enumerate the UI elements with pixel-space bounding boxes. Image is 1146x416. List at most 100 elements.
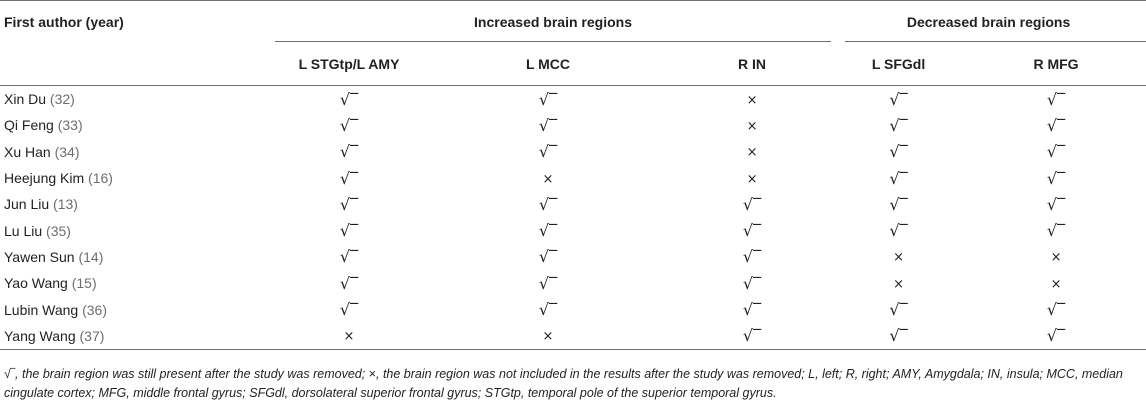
cross-icon: ×	[746, 145, 758, 161]
table-body: Xin Du (32) √‾ √‾ × √‾ √‾ Qi Feng (33) √‾ √‾ × √‾ √…	[0, 86, 1146, 350]
author-reference: (15)	[71, 275, 97, 292]
check-icon: √‾	[889, 142, 908, 162]
check-mark-cell: √‾	[423, 270, 673, 296]
author-cell: Yang Wang (37)	[0, 322, 275, 350]
increased-regions-label: Increased brain regions	[474, 13, 632, 30]
check-icon: √‾	[1046, 142, 1066, 162]
check-icon: √‾	[339, 194, 359, 214]
check-mark-cell: √‾	[831, 86, 966, 113]
check-icon: √‾	[538, 300, 558, 320]
author-name: Yao Wang	[4, 275, 68, 292]
check-mark-cell: √‾	[275, 217, 423, 243]
check-icon: √‾	[742, 247, 762, 267]
check-icon: √‾	[742, 221, 762, 241]
cross-icon: ×	[1050, 276, 1062, 292]
footnote-check-symbol: √‾	[4, 367, 16, 381]
check-mark-cell: √‾	[673, 296, 831, 322]
check-icon: √‾	[538, 247, 558, 267]
check-mark-cell: √‾	[423, 86, 673, 113]
increased-regions-header: Increased brain regions	[275, 1, 832, 42]
check-mark-cell: √‾	[673, 270, 831, 296]
check-mark-cell: √‾	[966, 296, 1146, 322]
check-icon: √‾	[538, 89, 558, 109]
check-icon: √‾	[889, 89, 908, 109]
check-mark-cell: √‾	[423, 296, 673, 322]
author-name: Yang Wang	[4, 327, 76, 344]
footnote-text-2: , the brain region was not included in t…	[4, 367, 1123, 400]
author-cell: Lubin Wang (36)	[0, 296, 275, 322]
check-mark-cell: √‾	[966, 165, 1146, 191]
check-icon: √‾	[742, 326, 762, 346]
check-icon: √‾	[339, 168, 359, 188]
check-icon: √‾	[889, 194, 908, 214]
table-row: Heejung Kim (16) √‾ × × √‾ √‾	[0, 165, 1146, 191]
results-table: First author (year) Increased brain regi…	[0, 0, 1146, 350]
check-mark-cell: √‾	[966, 86, 1146, 113]
column-header: L SFGdl	[871, 55, 926, 72]
check-mark-cell: √‾	[423, 244, 673, 270]
cross-icon: ×	[746, 171, 758, 187]
check-mark-cell: √‾	[673, 244, 831, 270]
column-header: R MFG	[1033, 55, 1079, 72]
check-icon: √‾	[1046, 300, 1066, 320]
check-mark-cell: √‾	[275, 270, 423, 296]
check-mark-cell: √‾	[966, 322, 1146, 350]
check-icon: √‾	[538, 142, 558, 162]
author-cell: Xu Han (34)	[0, 139, 275, 165]
author-reference: (14)	[78, 248, 104, 265]
table-row: Xin Du (32) √‾ √‾ × √‾ √‾	[0, 86, 1146, 113]
cross-icon: ×	[893, 250, 904, 266]
check-mark-cell: √‾	[673, 191, 831, 217]
check-mark-cell: √‾	[831, 217, 966, 243]
footnote-cross-symbol: ×	[368, 367, 376, 381]
check-icon: √‾	[742, 300, 762, 320]
column-header: L MCC	[525, 55, 571, 72]
increased-divider	[275, 41, 832, 42]
empty-header-cell	[0, 42, 275, 86]
table-footnote: √‾, the brain region was still present a…	[4, 365, 1140, 403]
check-icon: √‾	[889, 168, 908, 188]
check-mark-cell: √‾	[275, 86, 423, 113]
author-reference: (36)	[82, 301, 107, 318]
check-mark-cell: √‾	[673, 217, 831, 243]
check-mark-cell: √‾	[966, 217, 1146, 243]
check-icon: √‾	[742, 194, 762, 214]
cross-mark-cell: ×	[673, 165, 831, 191]
check-mark-cell: √‾	[966, 112, 1146, 138]
cross-icon: ×	[343, 329, 355, 345]
decreased-regions-header: Decreased brain regions	[831, 1, 1146, 42]
check-icon: √‾	[538, 194, 558, 214]
check-icon: √‾	[1046, 115, 1066, 135]
check-icon: √‾	[1046, 221, 1066, 241]
table-row: Lu Liu (35) √‾ √‾ √‾ √‾ √‾	[0, 217, 1146, 243]
check-mark-cell: √‾	[423, 191, 673, 217]
first-author-header: First author (year)	[4, 13, 124, 30]
check-mark-cell: √‾	[275, 165, 423, 191]
cross-icon: ×	[893, 276, 904, 292]
cross-mark-cell: ×	[966, 244, 1146, 270]
decreased-regions-label: Decreased brain regions	[906, 13, 1071, 30]
check-mark-cell: √‾	[966, 139, 1146, 165]
check-icon: √‾	[339, 115, 359, 135]
check-mark-cell: √‾	[673, 322, 832, 350]
table-row: Yawen Sun (14) √‾ √‾ √‾ × ×	[0, 244, 1146, 270]
check-mark-cell: √‾	[275, 112, 423, 138]
check-icon: √‾	[889, 300, 908, 320]
author-reference: (37)	[79, 327, 105, 344]
author-reference: (34)	[54, 143, 80, 160]
check-icon: √‾	[339, 221, 359, 241]
author-name: Qi Feng	[4, 117, 54, 134]
author-cell: Yao Wang (15)	[0, 270, 275, 296]
cross-mark-cell: ×	[423, 165, 673, 191]
check-icon: √‾	[1046, 194, 1066, 214]
check-icon: √‾	[339, 273, 359, 293]
author-reference: (35)	[46, 222, 71, 239]
check-mark-cell: √‾	[831, 191, 966, 217]
cross-mark-cell: ×	[673, 139, 831, 165]
column-header-row: L STGtp/L AMY L MCC R IN L SFGdl R MFG	[0, 42, 1146, 86]
author-reference: (33)	[57, 117, 83, 134]
cross-mark-cell: ×	[966, 270, 1146, 296]
footnote-text-1: , the brain region was still present aft…	[15, 367, 369, 381]
author-name: Xu Han	[4, 143, 51, 160]
check-mark-cell: √‾	[831, 165, 966, 191]
